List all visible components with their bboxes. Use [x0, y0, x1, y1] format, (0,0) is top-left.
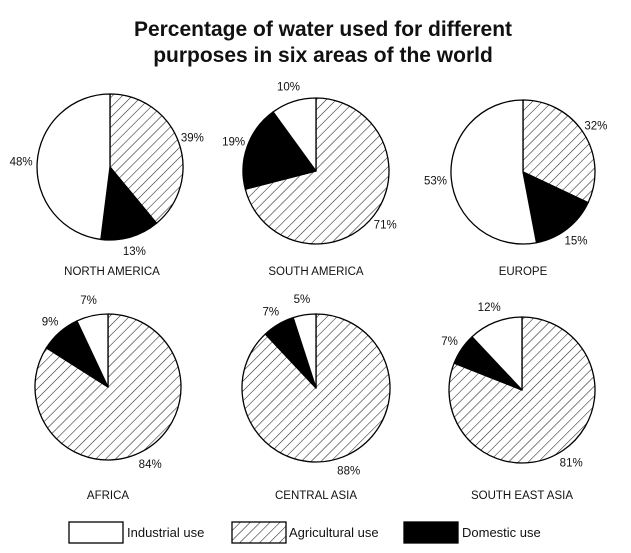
region-label: SOUTH AMERICA	[268, 266, 364, 278]
slice-industrial	[272, 97, 317, 172]
pct-label-industrial: 53%	[424, 175, 447, 187]
slice-industrial	[292, 313, 317, 389]
legend-label-domestic: Domestic use	[462, 525, 541, 540]
slice-agricultural	[522, 99, 596, 204]
slice-agricultural	[244, 97, 390, 245]
pct-label-agricultural: 88%	[337, 466, 360, 478]
region-label: SOUTH EAST ASIA	[471, 490, 573, 502]
legend-swatch-agricultural	[231, 521, 287, 544]
pie-north-america: 39% 13% 48% NORTH AMERICA	[10, 93, 204, 278]
pct-label-agricultural: 81%	[560, 458, 583, 470]
pct-label-agricultural: 32%	[584, 121, 607, 133]
pct-label-domestic: 19%	[222, 136, 245, 148]
pct-label-domestic: 7%	[441, 336, 458, 348]
pct-label-agricultural: 71%	[374, 220, 397, 232]
slice-agricultural	[109, 93, 184, 224]
legend-swatch-industrial	[68, 521, 124, 544]
pie-grid: 39% 13% 48% NORTH AMERICA 71% 19% 10% SOUTH AME…	[10, 81, 608, 502]
pct-label-agricultural: 39%	[181, 132, 204, 144]
pct-label-industrial: 12%	[478, 302, 501, 314]
region-label: NORTH AMERICA	[64, 266, 160, 278]
slice-industrial	[450, 99, 538, 245]
chart-title-line-1: Percentage of water used for different	[134, 18, 512, 41]
slice-industrial	[471, 316, 523, 391]
pct-label-industrial: 48%	[10, 156, 33, 168]
pct-label-industrial: 10%	[277, 81, 300, 93]
pie-africa: 84% 9% 7% AFRICA	[34, 295, 182, 502]
region-label: CENTRAL ASIA	[275, 490, 357, 502]
pct-label-agricultural: 84%	[139, 459, 162, 471]
slice-agricultural	[448, 316, 596, 464]
legend-label-agricultural: Agricultural use	[289, 525, 379, 540]
legend-swatch-domestic	[403, 521, 459, 544]
slice-domestic	[100, 166, 158, 241]
pct-label-domestic: 7%	[262, 307, 279, 319]
pct-label-domestic: 9%	[42, 316, 59, 328]
pie-europe: 32% 15% 53% EUROPE	[424, 99, 607, 278]
slice-industrial	[36, 93, 111, 241]
slice-domestic	[522, 171, 589, 244]
pct-label-domestic: 13%	[123, 246, 146, 258]
pct-label-domestic: 15%	[564, 235, 587, 247]
pie-south-east-asia: 81% 7% 12% SOUTH EAST ASIA	[441, 302, 596, 502]
chart-title-line-2: purposes in six areas of the world	[153, 44, 493, 67]
legend-label-industrial: Industrial use	[127, 525, 204, 540]
region-label: EUROPE	[499, 266, 548, 278]
slice-domestic	[242, 111, 317, 190]
pie-south-america: 71% 19% 10% SOUTH AMERICA	[222, 81, 397, 278]
pct-label-industrial: 7%	[80, 295, 97, 307]
region-label: AFRICA	[87, 490, 130, 502]
slice-industrial	[76, 313, 109, 388]
pct-label-industrial: 5%	[294, 294, 311, 306]
legend: Industrial use Agricultural use Domestic…	[68, 521, 541, 544]
pie-central-asia: 88% 7% 5% CENTRAL ASIA	[241, 294, 391, 502]
